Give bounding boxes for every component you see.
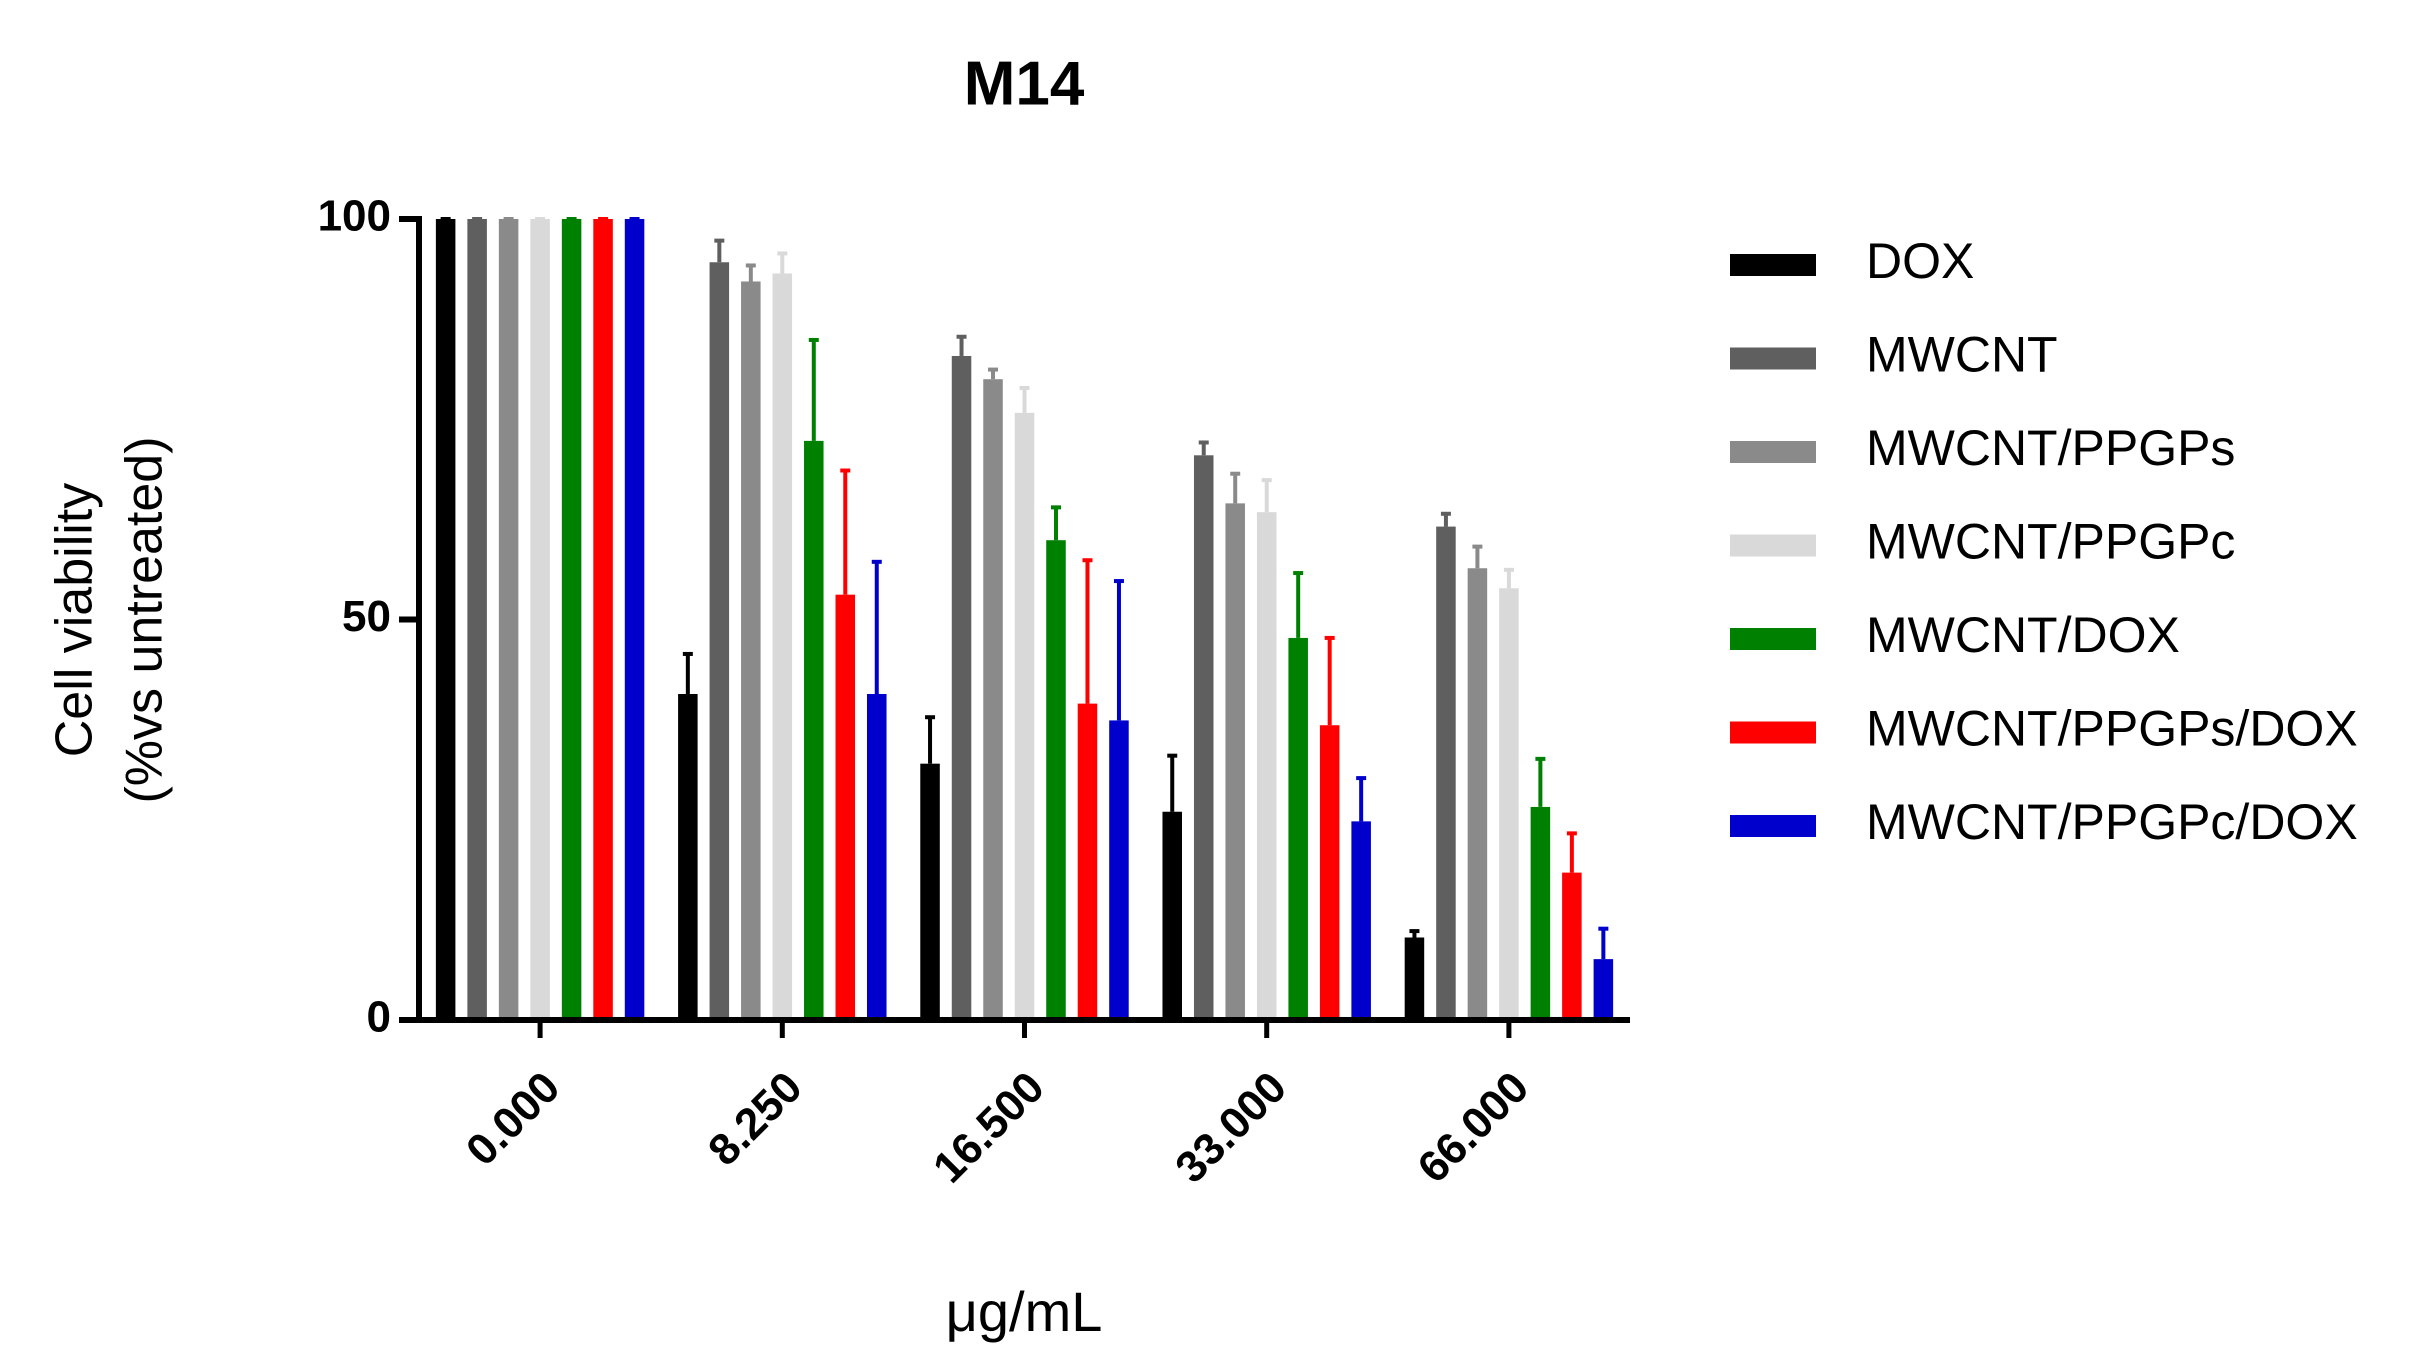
- bar: [1046, 540, 1066, 1020]
- bar: [561, 219, 582, 1020]
- bar: [498, 219, 519, 1020]
- x-tick-label: 0.000: [457, 1063, 570, 1176]
- legend-label: MWCNT/PPGPs/DOX: [1866, 701, 2358, 757]
- legend-swatch: [1730, 628, 1816, 650]
- bar: [1562, 872, 1582, 1020]
- bar: [1319, 725, 1340, 1020]
- bar: [1351, 821, 1371, 1020]
- bar: [435, 219, 456, 1020]
- legend-swatch: [1730, 441, 1816, 463]
- legend-swatch: [1730, 815, 1816, 837]
- bar: [530, 219, 550, 1020]
- bar: [1530, 806, 1551, 1020]
- legend-label: MWCNT: [1866, 327, 2058, 383]
- legend-swatch: [1730, 721, 1816, 744]
- legend-swatch: [1730, 347, 1816, 370]
- bar: [1436, 526, 1456, 1020]
- bar: [1225, 503, 1245, 1021]
- legend-swatch: [1730, 534, 1816, 557]
- y-tick-label: 100: [318, 192, 391, 241]
- legend-label: DOX: [1866, 233, 1974, 289]
- y-tick-label: 50: [342, 592, 391, 641]
- bar: [1404, 937, 1425, 1020]
- y-tick-label: 0: [367, 993, 391, 1042]
- bar: [920, 763, 940, 1020]
- chart-title: M14: [964, 49, 1085, 118]
- legend-label: MWCNT/PPGPc: [1866, 514, 2235, 570]
- legend-label: MWCNT/PPGPs: [1866, 420, 2235, 476]
- x-tick-label: 16.500: [924, 1063, 1054, 1193]
- bar: [624, 219, 645, 1020]
- bar: [1288, 637, 1308, 1020]
- bar: [1109, 720, 1129, 1020]
- bar: [1499, 588, 1519, 1020]
- bar: [1256, 512, 1277, 1020]
- bar: [467, 219, 487, 1020]
- bar: [835, 594, 856, 1020]
- bar: [1593, 959, 1614, 1020]
- y-axis-label: (%vs untreated): [116, 436, 174, 803]
- bar: [1014, 412, 1035, 1020]
- legend-label: MWCNT/PPGPc/DOX: [1866, 794, 2358, 850]
- x-tick-label: 8.250: [699, 1063, 812, 1176]
- bar: [983, 379, 1003, 1020]
- bar: [772, 273, 793, 1020]
- bar: [804, 440, 824, 1020]
- bar: [1162, 811, 1183, 1020]
- x-tick-label: 33.000: [1166, 1063, 1296, 1193]
- legend-label: MWCNT/DOX: [1866, 607, 2180, 663]
- bar: [593, 219, 613, 1020]
- bar: [1077, 703, 1098, 1020]
- bar: [951, 355, 972, 1020]
- bar: [1193, 455, 1214, 1020]
- bar: [741, 281, 761, 1020]
- x-tick-label: 66.000: [1408, 1063, 1538, 1193]
- x-axis-label: μg/mL: [946, 1280, 1103, 1343]
- bar: [1467, 568, 1488, 1020]
- bar: [709, 262, 730, 1020]
- legend-swatch: [1730, 254, 1816, 276]
- bar: [866, 693, 887, 1020]
- y-axis-label: Cell viability: [46, 483, 104, 758]
- bar: [678, 693, 698, 1020]
